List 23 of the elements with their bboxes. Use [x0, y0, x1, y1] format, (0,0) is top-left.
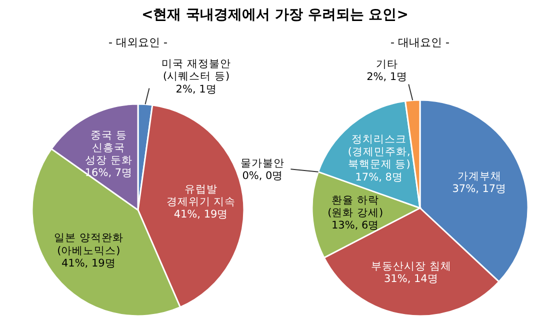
data-label: 41%, 19명	[61, 257, 116, 270]
data-label: 2%, 1명	[366, 71, 408, 84]
slice-label: 기타	[376, 58, 398, 71]
data-label: 37%, 17명	[452, 183, 507, 196]
data-label: 41%, 19명	[174, 208, 228, 221]
slice-label: 일본 양적완화 (아베노믹스)	[54, 232, 124, 257]
slice-label: 정치리스크 (경제민주화, 북핵문제 등)	[348, 134, 410, 171]
slice-label: 유럽발 경제위기 지속	[166, 183, 236, 208]
text: <현재 국내경제에서 가장 우려되는 요인>	[142, 6, 408, 23]
legend-label: 물가불안	[240, 158, 285, 170]
data-label: 31%, 14명	[384, 273, 438, 286]
data-label: 16%, 7명	[84, 167, 133, 180]
data-label: 13%, 6명	[332, 220, 380, 232]
slice-label: 미국 재정불안 (시퀘스터 등)	[162, 58, 231, 83]
slice-label: 중국 등 신흥국 성장 둔화	[85, 129, 132, 167]
slice-label: 가계부채	[457, 170, 502, 183]
slice-label: 부동산시장 침체	[371, 260, 452, 273]
chart-subtitle: - 대내요인 -	[390, 36, 450, 49]
text: 0%, 0명	[242, 170, 284, 182]
data-label: 17%, 8명	[355, 171, 403, 184]
slice-label: 환율 하락 (원화 강세)	[328, 194, 384, 220]
data-label: 2%, 1명	[176, 83, 217, 96]
chart-subtitle: - 대외요인 -	[108, 36, 168, 49]
